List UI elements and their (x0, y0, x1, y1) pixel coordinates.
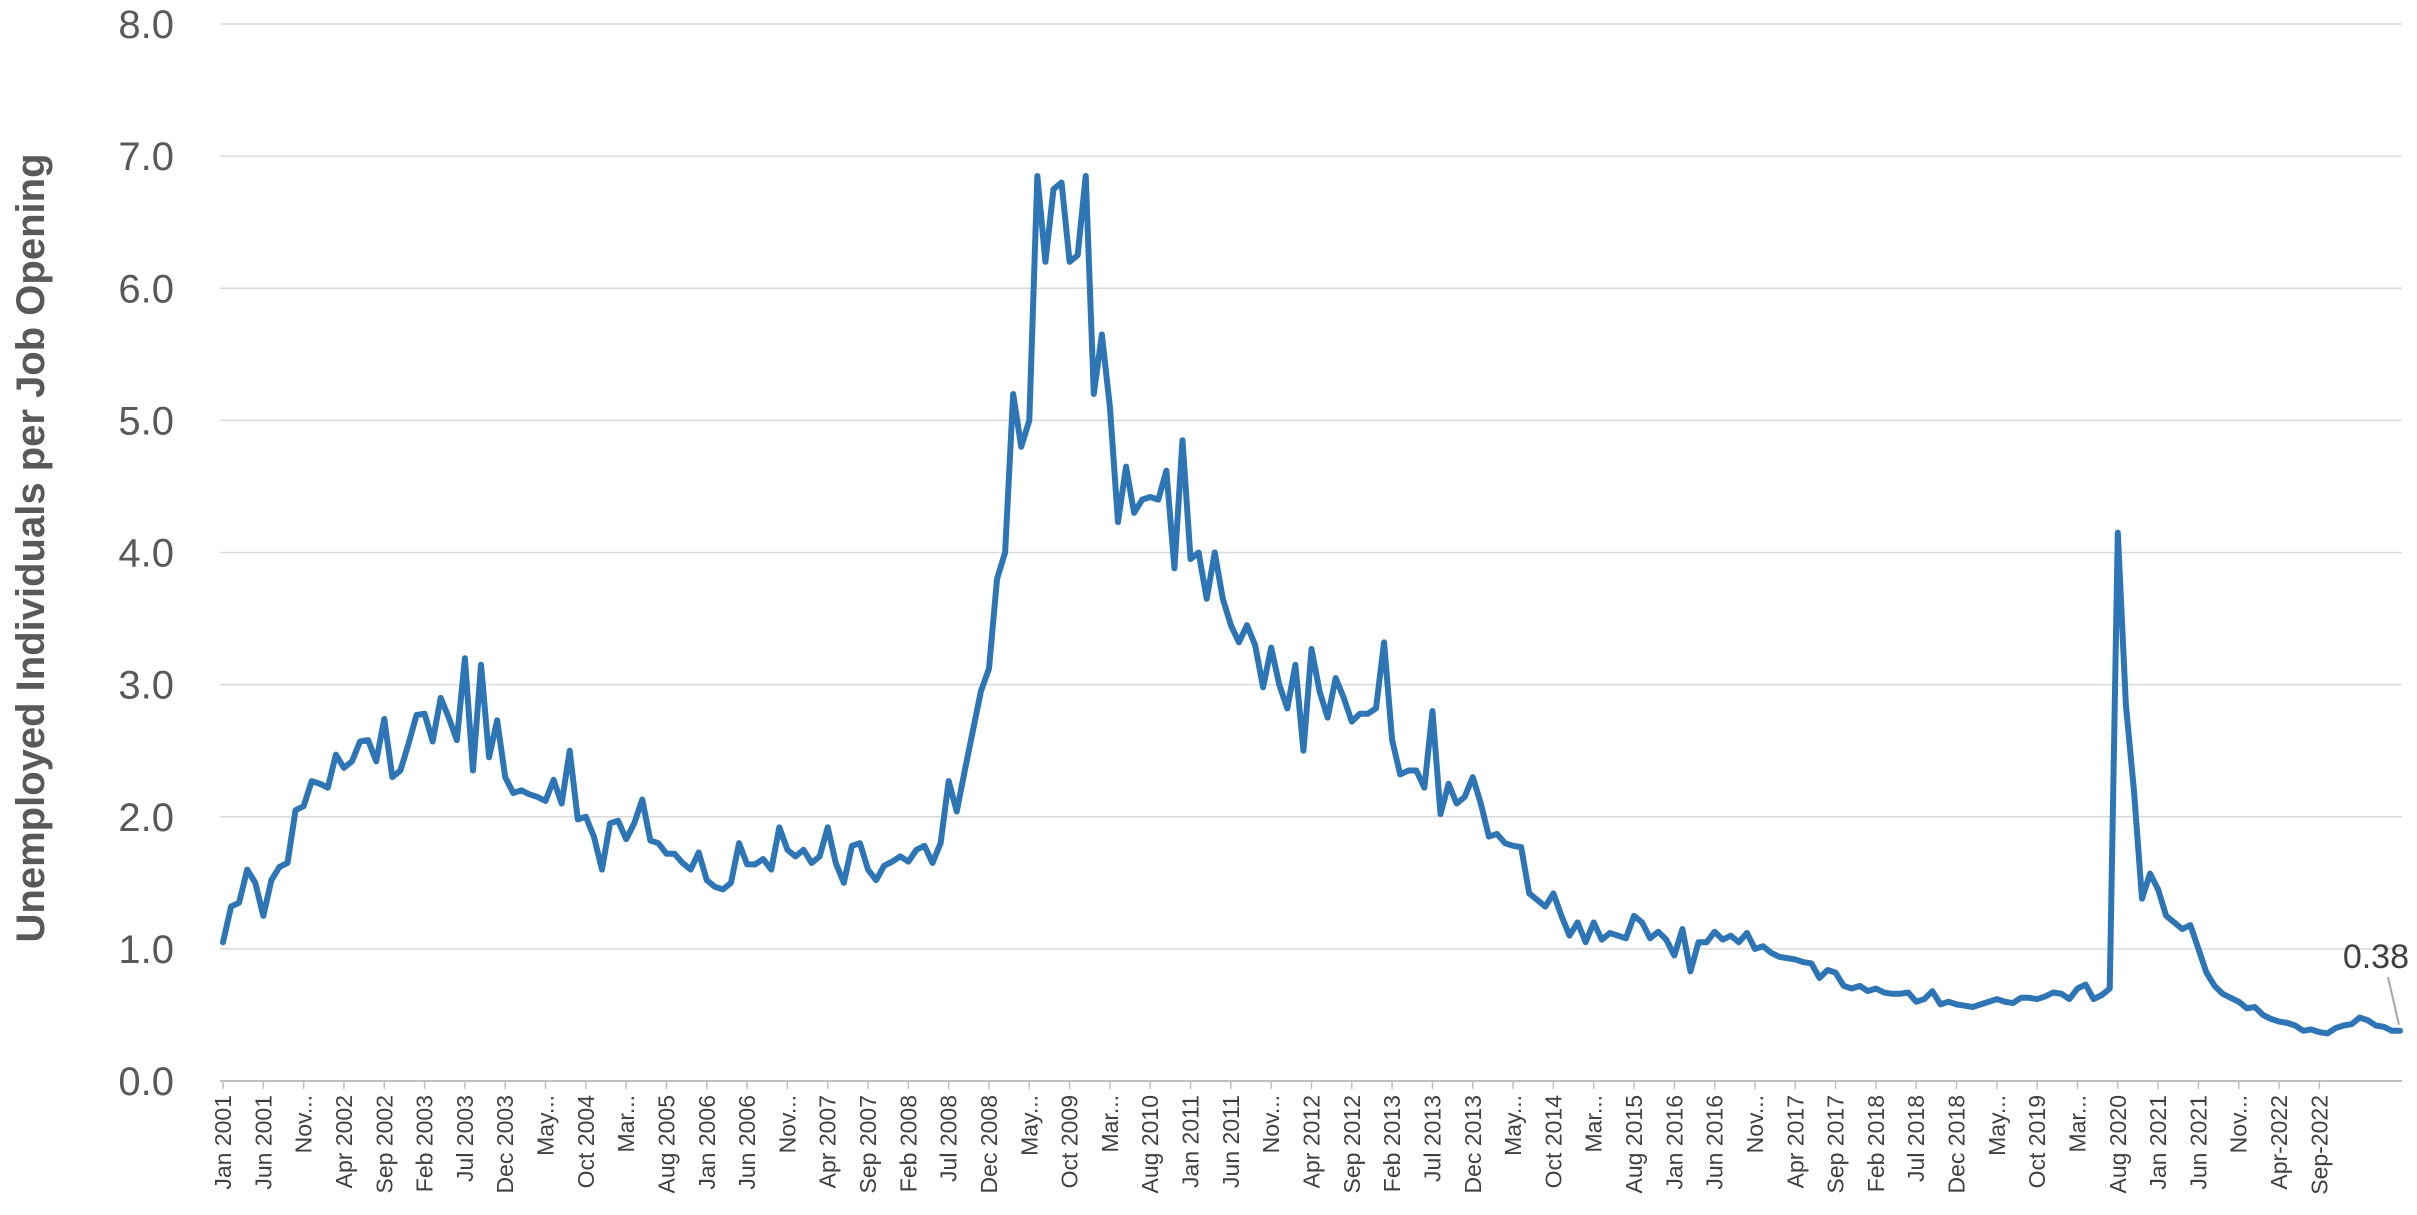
x-tick-label: Nov... (1258, 1095, 1284, 1153)
x-tick-label: Dec 2003 (492, 1095, 518, 1193)
y-tick-label: 4.0 (118, 532, 174, 576)
x-tick-label: Sep-2022 (2306, 1095, 2332, 1195)
x-tick-label: Jan 2006 (694, 1095, 720, 1190)
annotation-layer: 0.38 (2343, 938, 2409, 1026)
x-tick-label: May... (1984, 1095, 2010, 1156)
y-tick-label: 8.0 (118, 3, 174, 47)
y-axis-label: Unemployed Individuals per Job Opening (9, 154, 53, 943)
x-tick-label: Jan 2001 (210, 1095, 236, 1190)
x-tick-label: Oct 2014 (1540, 1095, 1566, 1189)
x-tick-label: Oct 2019 (2024, 1095, 2050, 1188)
y-tick-label: 2.0 (118, 796, 174, 840)
x-tick-label: Apr 2012 (1299, 1095, 1325, 1188)
x-tick-label: Feb 2003 (412, 1095, 438, 1192)
x-tick-label: Sep 2012 (1339, 1095, 1365, 1193)
x-tick-label: Feb 2008 (895, 1095, 921, 1192)
x-tick-label: Jun 2006 (734, 1095, 760, 1190)
x-tick-label: Aug 2010 (1137, 1095, 1163, 1193)
x-tick-label: Apr 2007 (815, 1095, 841, 1188)
x-tick-label: Jun 2021 (2185, 1095, 2211, 1190)
gridlines (220, 23, 2402, 1082)
x-tick-label: Jul 2003 (452, 1095, 478, 1182)
x-tick-label: May... (533, 1095, 559, 1156)
x-tick-label: Oct 2004 (573, 1095, 599, 1189)
y-tick-label: 0.0 (118, 1060, 174, 1104)
x-tick-label: Jan 2021 (2145, 1095, 2171, 1190)
x-tick-label: Jan 2011 (1178, 1095, 1204, 1188)
x-tick-label: Dec 2018 (1944, 1095, 1970, 1193)
x-tick-label: Jun 2011 (1218, 1095, 1244, 1188)
x-tick-label: Apr 2017 (1782, 1095, 1808, 1188)
y-tick-label: 5.0 (118, 399, 174, 443)
y-tick-label: 6.0 (118, 267, 174, 311)
x-tick-label: Mar... (613, 1095, 639, 1153)
x-tick-label: Apr-2022 (2266, 1095, 2292, 1190)
x-tick-label: May... (1500, 1095, 1526, 1156)
x-tick-label: Jun 2016 (1702, 1095, 1728, 1190)
series-line (220, 172, 2403, 1037)
x-tick-label: Mar... (1581, 1095, 1607, 1153)
x-tick-label: Jul 2013 (1419, 1095, 1445, 1182)
y-tick-label: 3.0 (118, 664, 174, 708)
x-tick-label: Feb 2013 (1379, 1095, 1405, 1192)
x-tick-label: Sep 2007 (855, 1095, 881, 1193)
x-axis-tick-labels: Jan 2001 Jun 2001 Nov... Apr 2002 Sep 2002 Fe… (210, 1081, 2332, 1195)
x-tick-label: Jun 2001 (250, 1095, 276, 1190)
end-value-label: 0.38 (2343, 938, 2409, 976)
y-tick-label: 7.0 (118, 135, 174, 179)
x-tick-label: Jul 2018 (1903, 1095, 1929, 1182)
x-tick-label: Nov... (774, 1095, 800, 1153)
y-tick-label: 1.0 (118, 928, 174, 972)
x-tick-label: Apr 2002 (331, 1095, 357, 1188)
series-layer (220, 172, 2403, 1037)
x-tick-label: Aug 2020 (2105, 1095, 2131, 1193)
x-tick-label: Nov... (291, 1095, 317, 1153)
x-tick-label: Mar... (1097, 1095, 1123, 1153)
y-axis-tick-labels: 0.0 1.0 2.0 3.0 4.0 5.0 6.0 7.0 8.0 (118, 3, 174, 1104)
x-tick-label: Oct 2009 (1057, 1095, 1083, 1188)
x-tick-label: May... (1016, 1095, 1042, 1156)
x-tick-label: Nov... (2226, 1095, 2252, 1153)
x-tick-label: Sep 2002 (371, 1095, 397, 1193)
x-tick-label: Jul 2008 (936, 1095, 962, 1182)
end-label-leader (2387, 976, 2400, 1026)
x-tick-label: Feb 2018 (1863, 1095, 1889, 1192)
x-tick-label: Jan 2016 (1661, 1095, 1687, 1190)
x-tick-label: Nov... (1742, 1095, 1768, 1153)
x-tick-label: Mar... (2064, 1095, 2090, 1153)
x-tick-label: Dec 2008 (976, 1095, 1002, 1193)
x-tick-label: Dec 2013 (1460, 1095, 1486, 1193)
x-tick-label: Sep 2017 (1823, 1095, 1849, 1193)
x-tick-label: Aug 2015 (1621, 1095, 1647, 1193)
x-tick-label: Aug 2005 (653, 1095, 679, 1193)
